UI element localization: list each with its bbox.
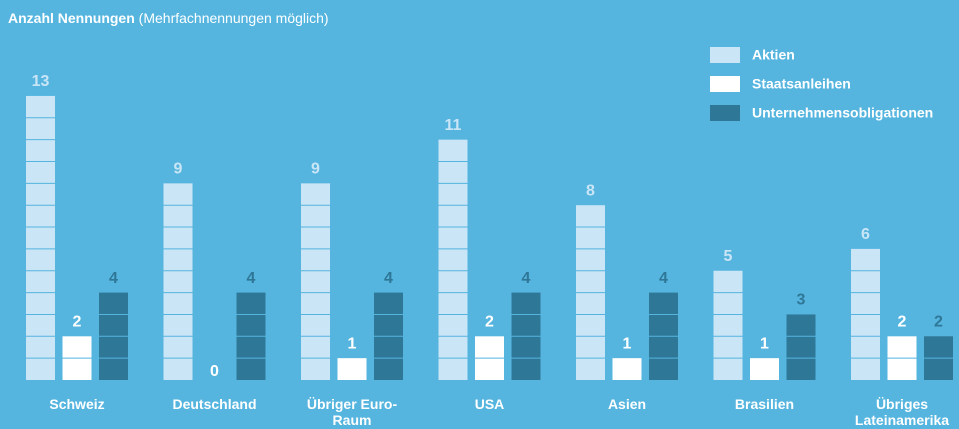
value-label: 4 bbox=[659, 270, 668, 287]
chart-subtitle: (Mehrfachnennungen möglich) bbox=[138, 10, 329, 26]
bar bbox=[337, 358, 367, 380]
legend-label: Unternehmensobligationen bbox=[752, 105, 933, 121]
value-label: 9 bbox=[174, 161, 183, 178]
title-line: Anzahl Nennungen (Mehrfachnennungen mögl… bbox=[8, 10, 329, 26]
category-label: Brasilien bbox=[734, 396, 795, 412]
value-label: 6 bbox=[861, 226, 870, 243]
value-label: 3 bbox=[797, 292, 806, 309]
value-label: 4 bbox=[109, 270, 118, 287]
bar bbox=[26, 95, 55, 380]
chart-title: Anzahl Nennungen bbox=[8, 10, 135, 26]
value-label: 4 bbox=[247, 270, 256, 287]
value-label: 2 bbox=[898, 314, 907, 331]
bar bbox=[786, 314, 816, 380]
category-label: Deutschland bbox=[172, 396, 257, 412]
legend-swatch bbox=[710, 47, 740, 63]
category-label: Schweiz bbox=[49, 396, 105, 412]
value-label: 0 bbox=[210, 363, 219, 380]
category-label: Übriger Euro-Raum bbox=[306, 396, 398, 428]
value-label: 2 bbox=[73, 314, 82, 331]
value-label: 1 bbox=[760, 335, 769, 352]
value-label: 8 bbox=[586, 182, 595, 199]
legend-label: Staatsanleihen bbox=[752, 76, 851, 92]
value-label: 1 bbox=[348, 335, 357, 352]
legend-swatch bbox=[710, 76, 740, 92]
value-label: 2 bbox=[485, 314, 494, 331]
value-label: 4 bbox=[522, 270, 531, 287]
value-label: 1 bbox=[623, 335, 632, 352]
value-label: 11 bbox=[445, 117, 462, 134]
legend-swatch bbox=[710, 105, 740, 121]
bar bbox=[713, 270, 743, 380]
bar bbox=[750, 358, 779, 380]
category-label: Übriges Lateinamerika bbox=[854, 396, 950, 428]
bar bbox=[163, 183, 193, 380]
category-label: USA bbox=[474, 396, 505, 412]
legend-label: Aktien bbox=[752, 47, 795, 63]
category-label: Asien bbox=[607, 396, 647, 412]
value-label: 13 bbox=[32, 73, 50, 90]
bar bbox=[301, 183, 330, 380]
bar bbox=[438, 139, 468, 380]
value-label: 4 bbox=[384, 270, 393, 287]
value-label: 5 bbox=[724, 248, 733, 265]
value-label: 9 bbox=[311, 161, 320, 178]
value-label: 2 bbox=[934, 314, 943, 331]
bar bbox=[612, 358, 642, 380]
